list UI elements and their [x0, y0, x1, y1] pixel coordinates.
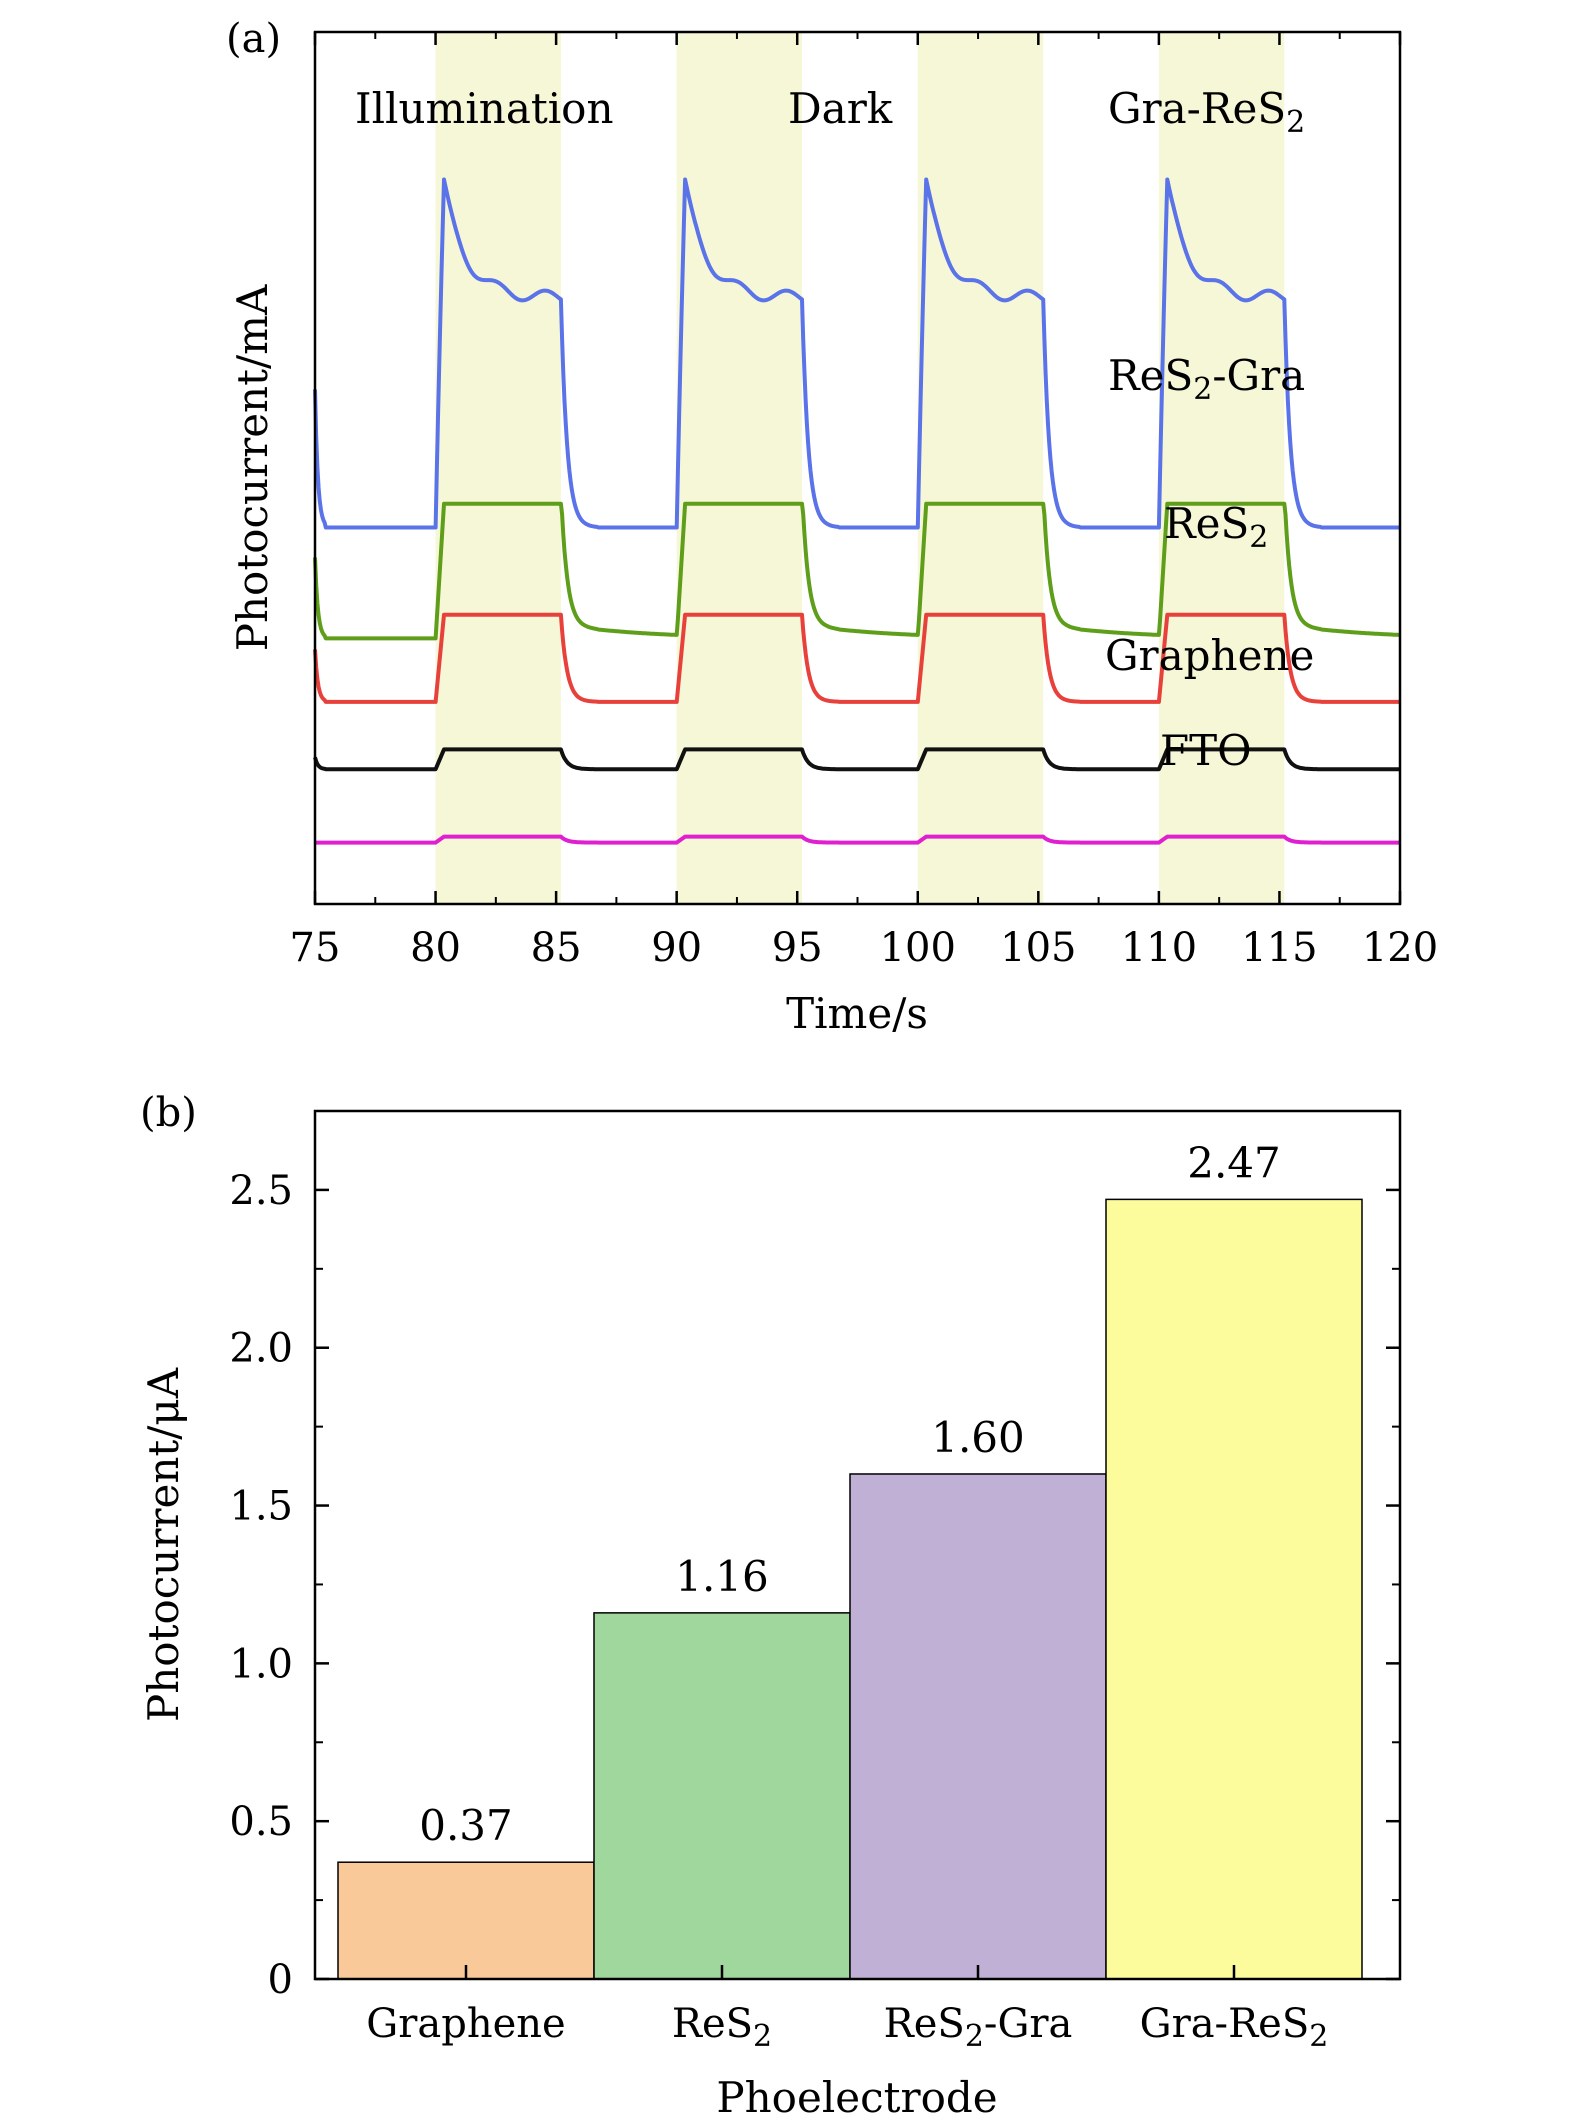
annotation-4-main: ReS: [1108, 351, 1193, 400]
category-label-2: ReS2: [672, 2001, 772, 2054]
y-tick-label: 2.5: [229, 1168, 293, 1214]
x-tick-label: 75: [290, 925, 341, 971]
panel-b-x-axis-title: Phoelectrode: [716, 2073, 997, 2122]
bar-value-label: 1.60: [931, 1413, 1025, 1462]
annotation-1-main: Illumination: [355, 84, 614, 133]
y-tick-label: 0.5: [229, 1799, 293, 1845]
x-tick-label: 120: [1362, 925, 1438, 971]
annotation-7-main: FTO: [1160, 726, 1252, 775]
bar-value-label: 0.37: [419, 1801, 513, 1850]
category-label-3: ReS2-Gra: [884, 2001, 1073, 2054]
series-line-fto: [314, 834, 1401, 845]
category-label-3-subscript: 2: [965, 2019, 984, 2054]
x-tick-label: 80: [410, 925, 461, 971]
annotation-3-main: Gra-ReS: [1108, 84, 1286, 133]
annotation-4: ReS2-Gra: [1108, 351, 1305, 407]
panel-a-y-axis-title: Photocurrent/mA: [228, 284, 277, 651]
illumination-window-3: [917, 32, 1044, 904]
panel-a-x-axis-title: Time/s: [786, 989, 928, 1038]
annotation-6-main: Graphene: [1105, 631, 1314, 680]
bar-1: [337, 1861, 595, 1980]
bar-2: [593, 1612, 851, 1980]
panel-b-bar-chart: 0.37 1.16 1.60 2.47 0 0.5 1.0 1.5 2.0 2.5 Graphe…: [139, 1090, 1402, 2122]
annotation-3-subscript: 2: [1286, 105, 1305, 140]
illumination-windows: [435, 32, 1285, 904]
annotation-7: FTO: [1160, 726, 1252, 775]
series-line-res2-gra: [313, 501, 1401, 641]
category-label-4-main: Gra-ReS: [1140, 2001, 1310, 2047]
illumination-window-4: [1158, 32, 1285, 904]
annotation-1: Illumination: [355, 84, 614, 133]
panel-a-x-ticks: 75 80 85 90 95 100 105 110 115 120: [290, 32, 1438, 971]
annotation-3: Gra-ReS2: [1108, 84, 1305, 140]
bar-4: [1105, 1198, 1363, 1980]
x-tick-label: 90: [651, 925, 702, 971]
category-label-4-subscript: 2: [1309, 2019, 1328, 2054]
y-tick-label: 2.0: [229, 1326, 293, 1372]
category-label-2-main: ReS: [672, 2001, 753, 2047]
category-label-4: Gra-ReS2: [1140, 2001, 1329, 2054]
bar-value-label: 2.47: [1187, 1138, 1281, 1187]
panel-a-label: (a): [226, 16, 281, 62]
category-label-2-subscript: 2: [753, 2019, 772, 2054]
category-label-1-main: Graphene: [366, 2001, 565, 2047]
annotation-4-suffix: -Gra: [1212, 351, 1305, 400]
bar-3: [849, 1473, 1107, 1980]
y-tick-label: 0: [268, 1957, 293, 2003]
series-line-graphene: [313, 747, 1401, 772]
annotation-5-main: ReS: [1164, 499, 1249, 548]
x-tick-label: 110: [1121, 925, 1197, 971]
panel-b-plot-frame: [313, 1109, 1402, 1981]
annotation-5-subscript: 2: [1249, 520, 1268, 555]
panel-b-y-axis-title: Photocurrent/μA: [139, 1367, 188, 1722]
annotation-6: Graphene: [1105, 631, 1314, 680]
illumination-window-2: [676, 32, 803, 904]
panel-b-label: (b): [140, 1090, 197, 1136]
x-tick-label: 105: [1000, 925, 1076, 971]
series-line-res2: [313, 612, 1401, 704]
category-label-1: Graphene: [366, 2001, 565, 2047]
photocurrent-traces: [313, 177, 1401, 845]
category-label-3-suffix: -Gra: [984, 2001, 1072, 2047]
panel-a-annotations: Illumination Dark Gra-ReS2ReS2-GraReS2Grap…: [355, 84, 1314, 775]
annotation-2: Dark: [788, 84, 893, 133]
panel-a-line-chart: 75 80 85 90 95 100 105 110 115 120 Illumination Da…: [226, 16, 1438, 1038]
x-tick-label: 115: [1241, 925, 1317, 971]
illumination-window-1: [435, 32, 561, 904]
category-label-3-main: ReS: [884, 2001, 965, 2047]
panel-b-y-ticks: 0 0.5 1.0 1.5 2.0 2.5: [229, 1168, 1400, 2003]
bar-value-label: 1.16: [675, 1552, 769, 1601]
panel-b-category-labels: Graphene ReS2 ReS2-Gra Gra-ReS2: [366, 1965, 1328, 2054]
series-line-gra-res2: [313, 177, 1401, 530]
x-tick-label: 85: [531, 925, 582, 971]
x-tick-label: 100: [880, 925, 956, 971]
annotation-5: ReS2: [1164, 499, 1268, 555]
panel-b-bars: 0.37 1.16 1.60 2.47: [337, 1138, 1363, 1980]
y-tick-label: 1.5: [229, 1484, 293, 1530]
annotation-2-main: Dark: [788, 84, 893, 133]
annotation-4-subscript: 2: [1193, 372, 1212, 407]
y-tick-label: 1.0: [229, 1641, 293, 1687]
x-tick-label: 95: [772, 925, 823, 971]
